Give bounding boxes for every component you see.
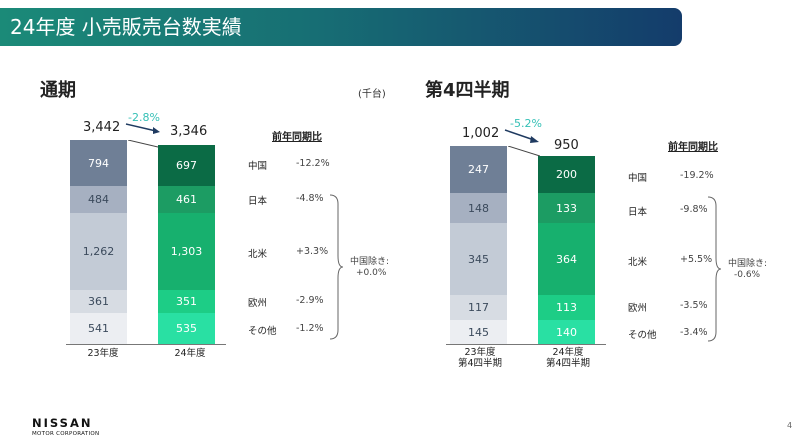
right-prev-label-line2: 第4四半期 — [457, 358, 503, 369]
left-prev-segment-4: 541 — [70, 313, 127, 344]
left-yoy-1: -4.8% — [296, 193, 324, 204]
left-excl-china-value: +0.0% — [356, 268, 387, 278]
title-bar: 24年度 小売販売台数実績 — [0, 8, 682, 46]
left-prev-label: 23年度 — [87, 348, 119, 359]
left-region-label-2: 北米 — [248, 249, 268, 260]
right-yoy-2: +5.5% — [680, 254, 713, 265]
left-yoy-0: -12.2% — [296, 158, 330, 169]
left-prev-segment-1: 484 — [70, 186, 127, 213]
right-region-label-4: その他 — [628, 330, 657, 341]
unit-label: (千台) — [358, 89, 386, 100]
right-prev-label: 23年度 第4四半期 — [452, 347, 508, 369]
slide-title: 24年度 小売販売台数実績 — [10, 15, 242, 39]
left-curr-segment-4: 535 — [158, 313, 215, 344]
right-region-label-3: 欧州 — [628, 303, 648, 314]
left-yoy-4: -1.2% — [296, 323, 324, 334]
right-prev-label-line1: 23年度 — [464, 347, 496, 358]
right-excl-china-value: -0.6% — [734, 270, 761, 280]
right-region-label-1: 日本 — [628, 207, 648, 218]
left-prev-segment-2: 1,262 — [70, 213, 127, 290]
left-bracket — [329, 194, 344, 340]
left-region-label-4: その他 — [248, 326, 277, 337]
left-trend-arrow-icon — [125, 123, 160, 134]
left-region-label-1: 日本 — [248, 196, 268, 207]
left-yoy-3: -2.9% — [296, 295, 324, 306]
right-prev-segment-4: 145 — [450, 320, 507, 345]
left-region-label-0: 中国 — [248, 161, 268, 172]
right-baseline — [446, 344, 606, 345]
left-curr-segment-2: 1,303 — [158, 213, 215, 290]
left-curr-segment-1: 461 — [158, 186, 215, 213]
right-bracket — [707, 196, 722, 342]
left-region-label-3: 欧州 — [248, 298, 268, 309]
right-cmp-header: 前年同期比 — [668, 142, 718, 153]
left-yoy-2: +3.3% — [296, 246, 329, 257]
nissan-logo: NISSAN MOTOR CORPORATION — [32, 416, 99, 437]
left-change-pct: -2.8% — [128, 111, 160, 124]
left-cmp-header: 前年同期比 — [272, 132, 322, 143]
right-yoy-3: -3.5% — [680, 300, 708, 311]
left-connector — [128, 140, 158, 148]
left-curr-segment-3: 351 — [158, 290, 215, 313]
page-number: 4 — [787, 421, 793, 430]
right-yoy-0: -19.2% — [680, 170, 714, 181]
left-prev-segment-3: 361 — [70, 290, 127, 313]
right-connector — [508, 146, 540, 157]
left-total-curr: 3,346 — [170, 124, 208, 139]
right-prev-segment-0: 247 — [450, 146, 507, 193]
right-section-title: 第4四半期 — [425, 80, 510, 101]
left-section-title: 通期 — [40, 80, 76, 101]
right-curr-segment-3: 113 — [538, 295, 595, 320]
right-prev-segment-2: 345 — [450, 223, 507, 295]
right-total-curr: 950 — [554, 138, 579, 153]
right-curr-segment-0: 200 — [538, 156, 595, 193]
right-prev-segment-1: 148 — [450, 193, 507, 223]
right-curr-label-line2: 第4四半期 — [545, 358, 591, 369]
right-change-pct: -5.2% — [510, 117, 542, 130]
right-excl-china-label: 中国除き: — [728, 259, 768, 269]
right-total-prev: 1,002 — [462, 126, 500, 141]
left-prev-segment-0: 794 — [70, 140, 127, 186]
right-curr-segment-2: 364 — [538, 223, 595, 295]
right-yoy-1: -9.8% — [680, 204, 708, 215]
right-region-label-0: 中国 — [628, 173, 648, 184]
left-total-prev: 3,442 — [83, 120, 121, 135]
brand-name: NISSAN — [32, 416, 93, 430]
right-curr-label-line1: 24年度 — [552, 347, 584, 358]
left-excl-china-label: 中国除き: — [350, 257, 390, 267]
right-trend-arrow-icon — [504, 129, 539, 143]
left-curr-label: 24年度 — [174, 348, 206, 359]
right-yoy-4: -3.4% — [680, 327, 708, 338]
brand-corp: MOTOR CORPORATION — [32, 431, 100, 437]
right-curr-label: 24年度 第4四半期 — [540, 347, 596, 369]
right-prev-segment-3: 117 — [450, 295, 507, 320]
right-curr-segment-1: 133 — [538, 193, 595, 223]
left-baseline — [66, 344, 226, 345]
right-region-label-2: 北米 — [628, 257, 648, 268]
left-curr-segment-0: 697 — [158, 145, 215, 186]
right-curr-segment-4: 140 — [538, 320, 595, 345]
